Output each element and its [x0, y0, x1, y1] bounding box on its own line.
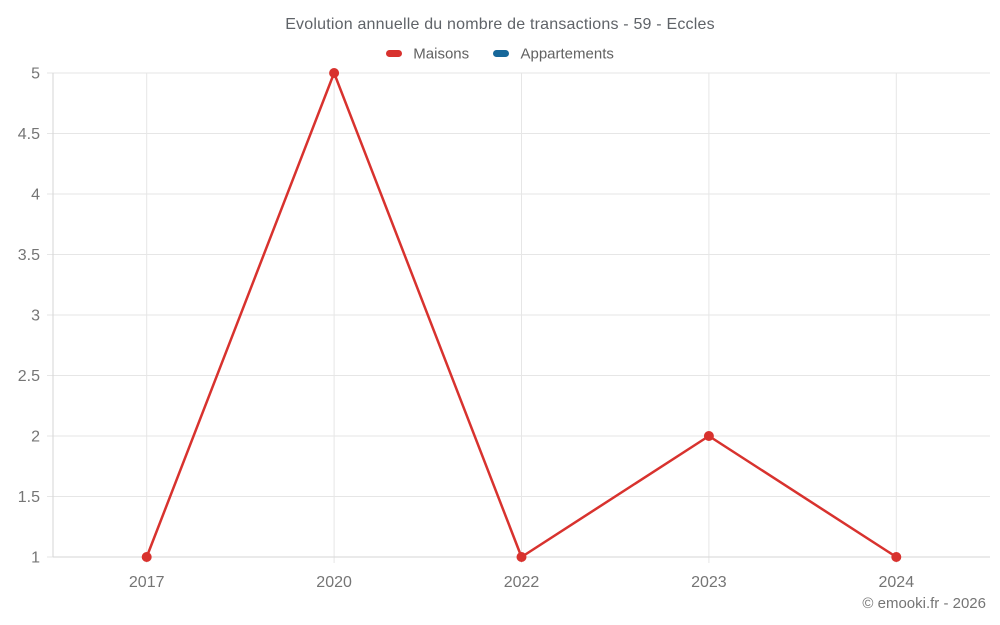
data-point-maisons-2024[interactable] [891, 552, 902, 562]
y-tick-label: 2.5 [18, 368, 40, 385]
data-point-maisons-2023[interactable] [703, 431, 714, 441]
data-point-maisons-2022[interactable] [516, 552, 527, 562]
x-tick-label: 2024 [879, 574, 915, 591]
chart-title: Evolution annuelle du nombre de transact… [285, 16, 715, 33]
y-tick-label: 1.5 [18, 489, 40, 506]
y-tick-label: 4.5 [18, 126, 40, 143]
x-tick-label: 2017 [129, 574, 165, 591]
legend-item-maisons[interactable]: Maisons [386, 45, 469, 63]
x-tick-label: 2022 [504, 574, 540, 591]
y-tick-label: 4 [31, 187, 40, 204]
y-tick-label: 3 [31, 308, 40, 325]
legend-label-maisons: Maisons [413, 45, 470, 63]
y-tick-label: 3.5 [18, 247, 40, 264]
x-tick-label: 2023 [691, 574, 727, 591]
appartements-series-swatch-icon [493, 49, 510, 57]
legend: Maisons Appartements [0, 45, 1000, 63]
y-tick-label: 2 [31, 429, 40, 446]
legend-item-appartements[interactable]: Appartements [493, 45, 614, 63]
data-point-maisons-2020[interactable] [329, 68, 340, 78]
y-tick-label: 1 [31, 550, 40, 567]
maisons-series-swatch-icon [386, 49, 403, 57]
data-point-maisons-2017[interactable] [141, 552, 152, 562]
x-tick-label: 2020 [316, 574, 352, 591]
legend-label-appartements: Appartements [520, 45, 614, 63]
y-tick-label: 5 [31, 66, 40, 83]
copyright-text: © emooki.fr - 2026 [862, 595, 986, 612]
